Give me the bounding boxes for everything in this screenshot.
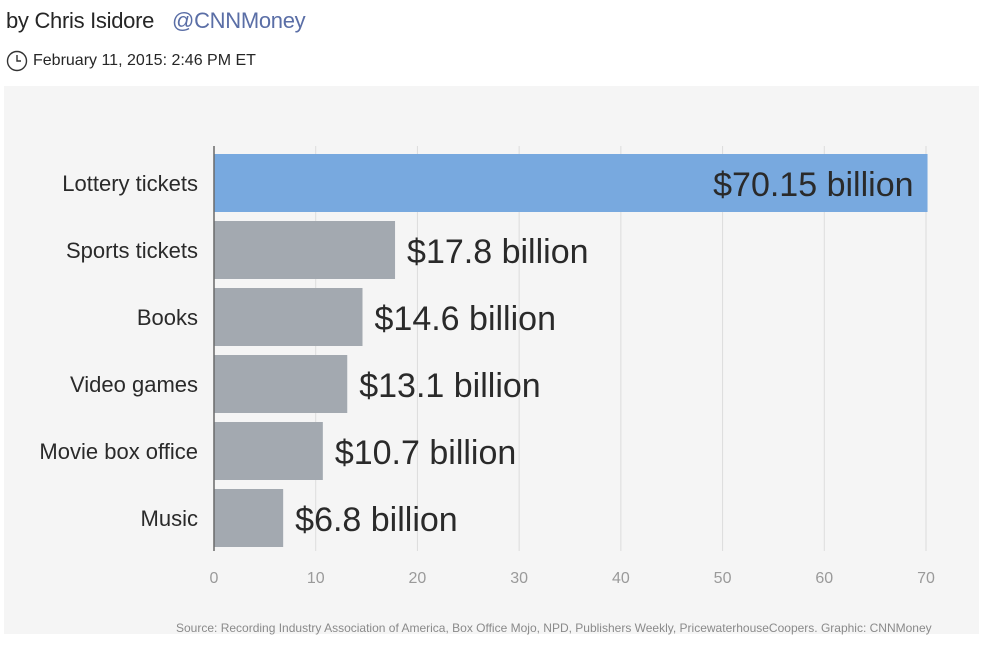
- value-label: $70.15 billion: [713, 166, 913, 204]
- value-label: $10.7 billion: [335, 434, 516, 472]
- byline: by Chris Isidore @CNNMoney: [6, 8, 306, 34]
- category-label: Movie box office: [39, 439, 198, 464]
- x-tick-label: 10: [307, 570, 325, 587]
- x-tick-label: 50: [714, 570, 732, 587]
- bar: [214, 355, 348, 413]
- chart-container: Lottery tickets $70.15 billion Sports tick…: [4, 86, 979, 634]
- source-note: Source: Recording Industry Association o…: [176, 621, 932, 635]
- x-tick-label: 70: [917, 570, 935, 587]
- x-tick-label: 30: [510, 570, 528, 587]
- twitter-handle-link[interactable]: @CNNMoney: [172, 8, 306, 33]
- value-label: $17.8 billion: [407, 233, 588, 271]
- x-tick-label: 0: [210, 570, 219, 587]
- bar-chart: Lottery tickets $70.15 billion Sports tick…: [39, 146, 935, 587]
- clock-icon: [6, 50, 28, 72]
- category-label: Sports tickets: [66, 238, 198, 263]
- category-label: Video games: [70, 372, 198, 397]
- value-label: $6.8 billion: [295, 501, 458, 539]
- category-label: Lottery tickets: [62, 171, 198, 196]
- bar: [214, 288, 363, 346]
- publish-timestamp: February 11, 2015: 2:46 PM ET: [33, 52, 256, 69]
- dateline: February 11, 2015: 2:46 PM ET: [6, 50, 256, 72]
- bar: [214, 221, 396, 279]
- x-tick-label: 40: [612, 570, 630, 587]
- value-label: $13.1 billion: [359, 367, 540, 405]
- category-label: Music: [141, 506, 198, 531]
- bar: [214, 489, 284, 547]
- bar: [214, 422, 323, 480]
- bar: [214, 154, 928, 212]
- value-label: $14.6 billion: [375, 300, 556, 338]
- x-tick-label: 60: [815, 570, 833, 587]
- category-label: Books: [137, 305, 198, 330]
- author-name: by Chris Isidore: [6, 8, 155, 33]
- x-tick-label: 20: [409, 570, 427, 587]
